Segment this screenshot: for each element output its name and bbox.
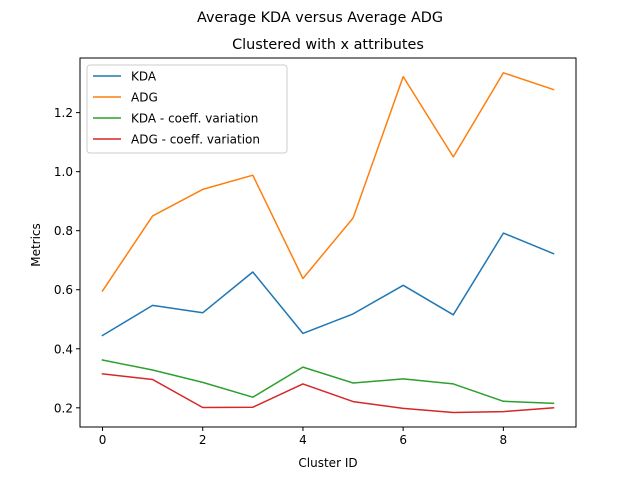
y-tick-label: 0.2 <box>54 401 73 415</box>
plot-area <box>101 72 555 414</box>
figure-title: Average KDA versus Average ADG <box>197 10 443 26</box>
legend-label-3: ADG - coeff. variation <box>131 133 260 147</box>
y-tick-label: 0.4 <box>54 342 73 356</box>
y-axis-label: Metrics <box>29 223 43 267</box>
series-line-3 <box>101 373 555 414</box>
x-tick-label: 6 <box>399 433 407 447</box>
chart-title: Clustered with x attributes <box>232 37 424 53</box>
series-line-0 <box>101 232 555 337</box>
series-line-1 <box>101 72 555 292</box>
y-tick-label: 1.0 <box>54 165 73 179</box>
legend-label-1: ADG <box>131 91 158 105</box>
y-tick-label: 0.8 <box>54 224 73 238</box>
axis-ticks: 0 2 4 6 8 0.2 0.4 0.6 0.8 1.0 1.2 <box>54 106 507 447</box>
axes-frame <box>79 57 577 428</box>
x-axis-label: Cluster ID <box>298 456 357 470</box>
legend-label-2: KDA - coeff. variation <box>131 112 258 126</box>
x-tick-label: 2 <box>199 433 207 447</box>
legend-label-0: KDA <box>131 70 157 84</box>
x-tick-label: 8 <box>500 433 508 447</box>
x-tick-label: 4 <box>299 433 307 447</box>
series-line-2 <box>101 359 555 405</box>
y-tick-label: 0.6 <box>54 283 73 297</box>
legend-box <box>86 64 288 154</box>
legend: KDA ADG KDA - coeff. variation ADG - coeff.… <box>86 64 288 154</box>
x-tick-label: 0 <box>99 433 107 447</box>
y-tick-label: 1.2 <box>54 106 73 120</box>
